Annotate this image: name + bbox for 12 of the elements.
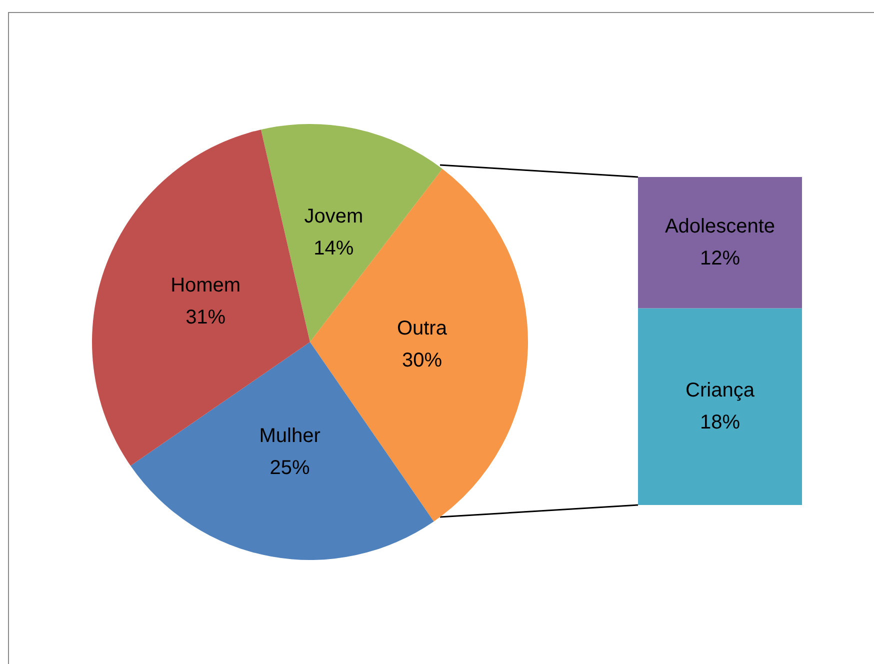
slice-label: Homem xyxy=(170,274,241,296)
series-label: Criança xyxy=(686,380,756,402)
data-label: 18% xyxy=(700,412,740,434)
data-label: 14% xyxy=(314,238,354,260)
data-label: 31% xyxy=(186,306,226,328)
slice-label: Outra xyxy=(396,318,448,340)
slice-label: Mulher xyxy=(259,425,321,448)
slice-label: Jovem xyxy=(304,206,364,228)
data-label: 12% xyxy=(700,248,740,270)
data-label: 30% xyxy=(402,350,442,372)
data-label: 25% xyxy=(270,457,310,480)
series-label: Adolescente xyxy=(664,216,776,238)
